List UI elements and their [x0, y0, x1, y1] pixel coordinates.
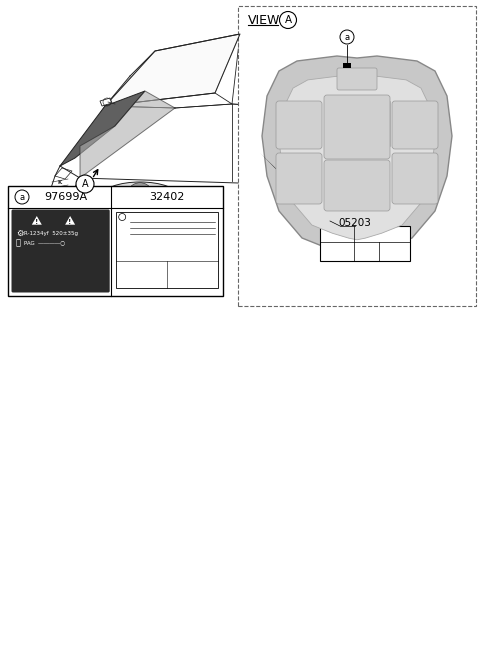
- Circle shape: [279, 12, 297, 28]
- Text: ⚙: ⚙: [16, 228, 24, 237]
- Text: 97699A: 97699A: [45, 192, 88, 202]
- Ellipse shape: [117, 188, 163, 205]
- Polygon shape: [32, 216, 42, 225]
- Circle shape: [76, 175, 94, 193]
- Polygon shape: [279, 76, 435, 240]
- Polygon shape: [105, 34, 240, 106]
- Ellipse shape: [102, 182, 178, 210]
- Circle shape: [15, 190, 29, 204]
- Bar: [116, 212, 218, 288]
- Circle shape: [362, 188, 388, 214]
- Text: a: a: [345, 33, 349, 41]
- Text: a: a: [19, 192, 24, 201]
- Circle shape: [127, 183, 153, 209]
- Text: R-1234yf  520±35g: R-1234yf 520±35g: [24, 230, 78, 236]
- Ellipse shape: [339, 189, 411, 213]
- Text: K: K: [58, 180, 62, 184]
- Circle shape: [340, 30, 354, 44]
- Polygon shape: [80, 91, 175, 178]
- FancyBboxPatch shape: [12, 209, 110, 293]
- Bar: [320, 226, 410, 261]
- Text: 32402: 32402: [149, 192, 185, 202]
- FancyBboxPatch shape: [392, 101, 438, 149]
- Text: A: A: [285, 15, 291, 25]
- FancyBboxPatch shape: [337, 68, 377, 90]
- Text: !: !: [69, 219, 72, 225]
- Text: ⚿: ⚿: [16, 239, 21, 247]
- Bar: [8, 186, 223, 296]
- FancyBboxPatch shape: [324, 95, 390, 159]
- Polygon shape: [100, 98, 112, 106]
- Text: !: !: [35, 219, 38, 225]
- FancyBboxPatch shape: [392, 153, 438, 204]
- Text: VIEW: VIEW: [248, 14, 280, 26]
- Text: 05203: 05203: [338, 218, 371, 228]
- Bar: [238, 6, 476, 306]
- Polygon shape: [262, 56, 452, 256]
- FancyBboxPatch shape: [276, 101, 322, 149]
- Polygon shape: [260, 153, 332, 226]
- Polygon shape: [60, 91, 145, 166]
- FancyBboxPatch shape: [324, 160, 390, 211]
- Polygon shape: [65, 216, 75, 225]
- Bar: [343, 63, 351, 68]
- Text: PAG  ――――○: PAG ――――○: [24, 241, 65, 245]
- FancyBboxPatch shape: [276, 153, 322, 204]
- Text: A: A: [82, 179, 88, 189]
- Ellipse shape: [353, 194, 396, 208]
